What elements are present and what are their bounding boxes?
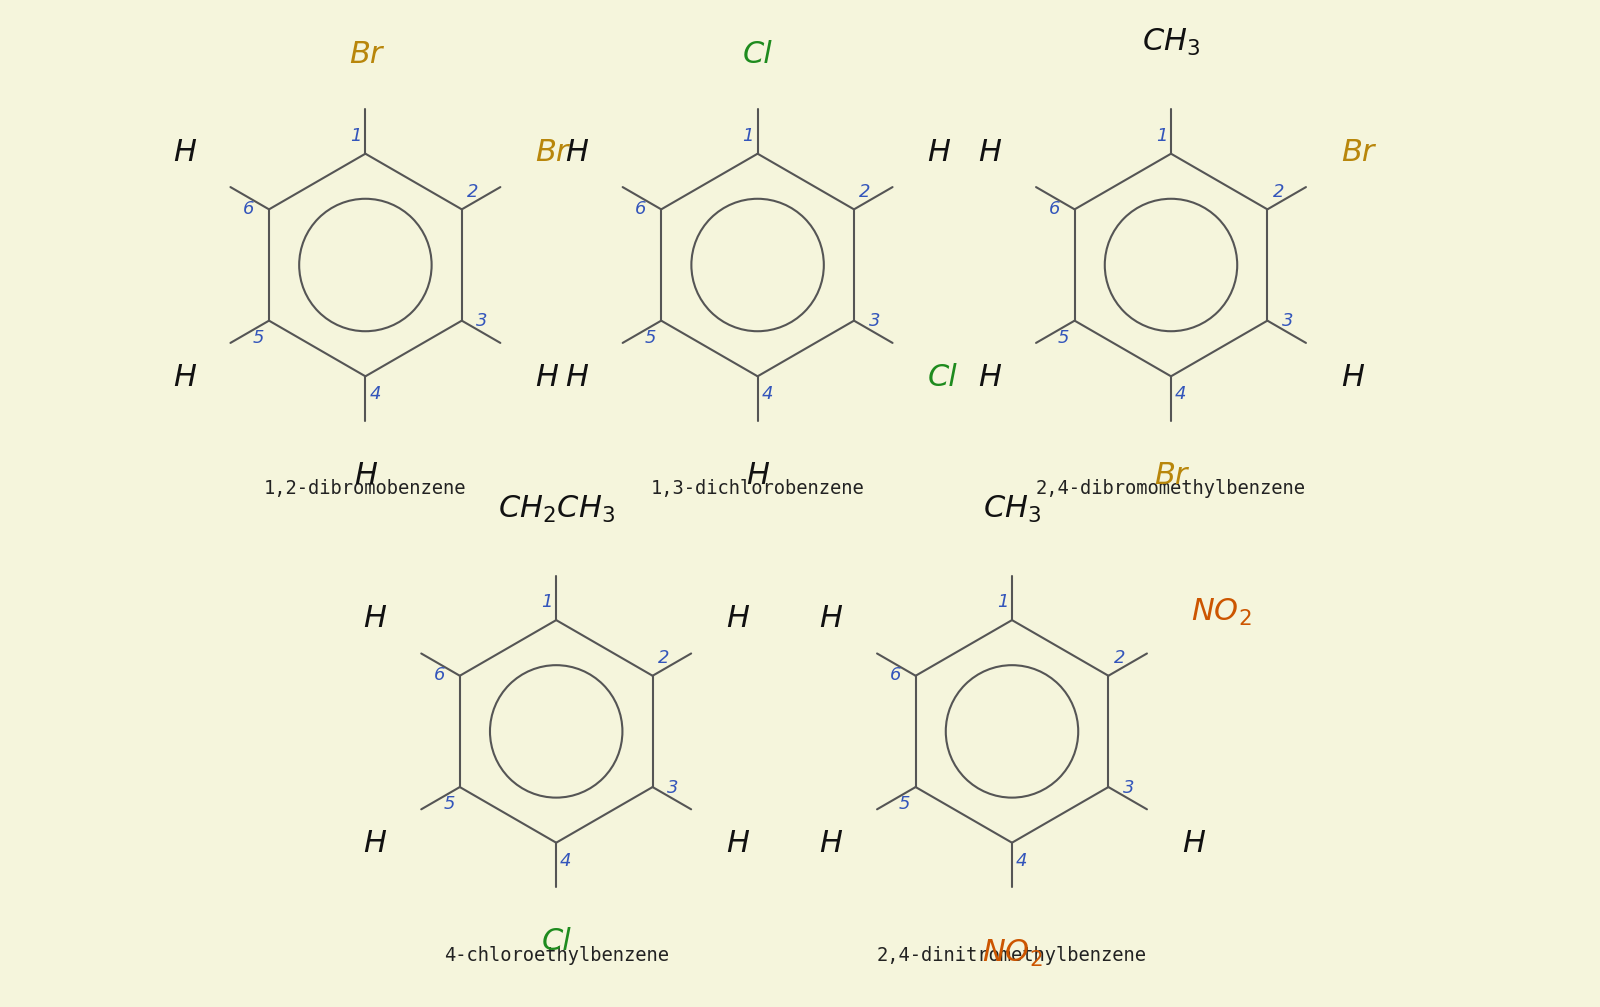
Text: 2: 2 xyxy=(467,183,478,201)
Text: 1: 1 xyxy=(541,593,552,611)
Text: 3: 3 xyxy=(1123,778,1134,797)
Text: NO$_2$: NO$_2$ xyxy=(1190,597,1251,628)
Text: 6: 6 xyxy=(1048,199,1059,218)
Text: Cl: Cl xyxy=(541,927,571,957)
Text: 4: 4 xyxy=(560,852,571,870)
Text: H: H xyxy=(1182,830,1205,858)
Text: H: H xyxy=(978,364,1002,392)
Text: 3: 3 xyxy=(1282,312,1293,330)
Text: H: H xyxy=(536,364,558,392)
Text: 1: 1 xyxy=(350,127,362,145)
Text: H: H xyxy=(978,138,1002,167)
Text: H: H xyxy=(354,461,378,490)
Text: H: H xyxy=(928,138,950,167)
Text: 6: 6 xyxy=(890,666,901,684)
Text: H: H xyxy=(1341,364,1363,392)
Text: 2: 2 xyxy=(658,650,669,668)
Text: 2,4-dibromomethylbenzene: 2,4-dibromomethylbenzene xyxy=(1037,479,1306,498)
Text: 4: 4 xyxy=(370,386,381,404)
Text: 4: 4 xyxy=(1174,386,1186,404)
Text: 1: 1 xyxy=(742,127,754,145)
Text: 1: 1 xyxy=(1155,127,1168,145)
Text: 6: 6 xyxy=(243,199,254,218)
Text: H: H xyxy=(363,830,386,858)
Text: 6: 6 xyxy=(434,666,445,684)
Text: 4: 4 xyxy=(762,386,773,404)
Text: 1,2-dibromobenzene: 1,2-dibromobenzene xyxy=(264,479,467,498)
Text: 3: 3 xyxy=(869,312,880,330)
Text: 4-chloroethylbenzene: 4-chloroethylbenzene xyxy=(443,946,669,965)
Text: CH$_3$: CH$_3$ xyxy=(982,493,1042,525)
Text: 5: 5 xyxy=(645,329,656,347)
Text: 3: 3 xyxy=(477,312,488,330)
Text: 4: 4 xyxy=(1016,852,1027,870)
Text: 5: 5 xyxy=(1058,329,1069,347)
Text: H: H xyxy=(565,138,587,167)
Text: H: H xyxy=(173,364,195,392)
Text: 2: 2 xyxy=(1114,650,1125,668)
Text: Br: Br xyxy=(536,138,568,167)
Text: 2: 2 xyxy=(1272,183,1283,201)
Text: 1,3-dichlorobenzene: 1,3-dichlorobenzene xyxy=(651,479,864,498)
Text: CH$_3$: CH$_3$ xyxy=(1142,27,1200,58)
Text: 2: 2 xyxy=(859,183,870,201)
Text: H: H xyxy=(173,138,195,167)
Text: Br: Br xyxy=(349,40,382,68)
Text: H: H xyxy=(363,604,386,633)
Text: H: H xyxy=(565,364,587,392)
Text: 5: 5 xyxy=(253,329,264,347)
Text: Cl: Cl xyxy=(928,364,957,392)
Text: 1: 1 xyxy=(997,593,1008,611)
Text: H: H xyxy=(819,604,842,633)
Text: Cl: Cl xyxy=(742,40,773,68)
Text: 5: 5 xyxy=(443,796,454,814)
Text: Br: Br xyxy=(1341,138,1374,167)
Text: H: H xyxy=(746,461,770,490)
Text: NO$_2$: NO$_2$ xyxy=(982,939,1042,969)
Text: 3: 3 xyxy=(667,778,678,797)
Text: H: H xyxy=(726,830,749,858)
Text: H: H xyxy=(726,604,749,633)
Text: 2,4-dinitromethylbenzene: 2,4-dinitromethylbenzene xyxy=(877,946,1147,965)
Text: 5: 5 xyxy=(899,796,910,814)
Text: 6: 6 xyxy=(635,199,646,218)
Text: H: H xyxy=(819,830,842,858)
Text: Br: Br xyxy=(1154,461,1187,490)
Text: CH$_2$CH$_3$: CH$_2$CH$_3$ xyxy=(498,493,614,525)
